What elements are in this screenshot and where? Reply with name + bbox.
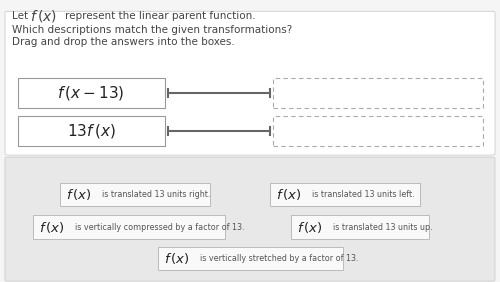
FancyBboxPatch shape (18, 78, 165, 108)
Text: Let: Let (12, 11, 32, 21)
Text: is vertically stretched by a factor of 13.: is vertically stretched by a factor of 1… (200, 254, 358, 263)
FancyBboxPatch shape (272, 78, 482, 108)
FancyBboxPatch shape (158, 247, 342, 270)
Text: is translated 13 units right.: is translated 13 units right. (102, 190, 210, 199)
FancyBboxPatch shape (33, 215, 225, 239)
Text: is vertically compressed by a factor of 13.: is vertically compressed by a factor of … (75, 222, 244, 232)
FancyBboxPatch shape (291, 215, 429, 239)
Text: Drag and drop the answers into the boxes.: Drag and drop the answers into the boxes… (12, 37, 235, 47)
FancyBboxPatch shape (272, 116, 482, 146)
Text: $f\,(x)$: $f\,(x)$ (164, 251, 190, 266)
FancyBboxPatch shape (5, 157, 495, 281)
Text: is translated 13 units up.: is translated 13 units up. (333, 222, 433, 232)
Text: represent the linear parent function.: represent the linear parent function. (65, 11, 256, 21)
Text: $f\,(x)$: $f\,(x)$ (276, 187, 302, 202)
Text: is translated 13 units left.: is translated 13 units left. (312, 190, 414, 199)
FancyBboxPatch shape (18, 116, 165, 146)
Text: $f\,(x)$: $f\,(x)$ (39, 219, 64, 235)
Text: $f\,(x)$: $f\,(x)$ (297, 219, 323, 235)
Text: $f\,(x-13)$: $f\,(x-13)$ (58, 84, 125, 102)
FancyBboxPatch shape (270, 183, 420, 206)
Text: $f\,(x)$: $f\,(x)$ (66, 187, 92, 202)
Text: Which descriptions match the given transformations?: Which descriptions match the given trans… (12, 25, 293, 35)
Text: $13f\,(x)$: $13f\,(x)$ (67, 122, 116, 140)
Text: $f\,(x)$: $f\,(x)$ (30, 8, 57, 24)
FancyBboxPatch shape (5, 11, 495, 155)
FancyBboxPatch shape (60, 183, 210, 206)
